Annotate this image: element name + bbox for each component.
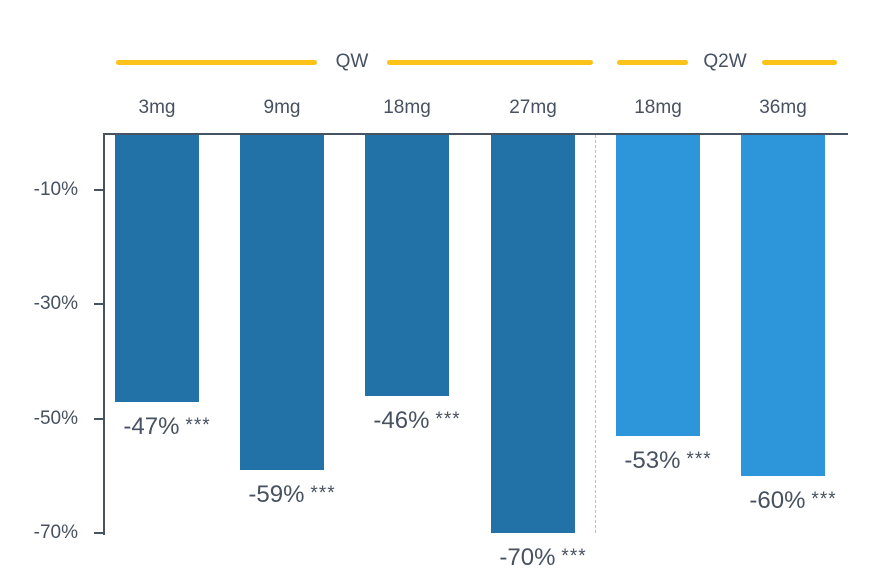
bar-q2w-36mg [741,135,825,476]
bar-value-label: -59% *** [212,481,372,509]
group-underline-q2w [617,60,688,65]
group-underline-q2w [762,60,837,65]
significance-stars: *** [435,409,461,430]
bar-qw-27mg [491,135,575,533]
dose-label: 18mg [634,97,682,118]
significance-stars: *** [686,449,712,470]
bar-value-label: -70% *** [463,544,623,570]
significance-stars: *** [310,483,336,504]
bar-qw-18mg [365,135,449,396]
group-underline-qw [387,60,593,65]
dose-label: 3mg [138,97,176,118]
significance-stars: *** [185,415,211,436]
significance-stars: *** [561,546,587,567]
y-tick-label: -70% [33,522,78,543]
bar-percent-text: -59% [248,481,305,508]
group-underline-qw [116,60,317,65]
bar-q2w-18mg [616,135,700,436]
y-tick [94,532,103,534]
y-tick [94,418,103,420]
bar-percent-text: -70% [499,544,556,570]
significance-stars: *** [811,489,837,510]
group-label-qw: QW [335,51,369,72]
bar-value-label: -53% *** [588,447,748,475]
bar-value-label: -46% *** [337,407,497,435]
y-tick [94,303,103,305]
dose-label: 18mg [383,97,431,118]
bar-percent-text: -53% [624,447,681,474]
bar-percent-text: -60% [749,487,806,514]
y-tick-label: -50% [33,408,78,429]
y-tick-label: -30% [33,293,78,314]
y-axis-line [103,133,105,535]
y-tick [94,189,103,191]
dose-label: 9mg [263,97,301,118]
dose-label: 36mg [759,97,807,118]
group-separator-line [595,135,596,533]
dose-label: 27mg [509,97,557,118]
y-tick-label: -10% [33,179,78,200]
x-axis-baseline [103,133,848,135]
bar-value-label: -60% *** [713,487,873,515]
bar-value-label: -47% *** [87,413,247,441]
bar-qw-3mg [115,135,199,402]
bar-percent-text: -47% [123,413,180,440]
bar-percent-text: -46% [373,407,430,434]
bar-qw-9mg [240,135,324,470]
group-label-q2w: Q2W [703,51,747,72]
